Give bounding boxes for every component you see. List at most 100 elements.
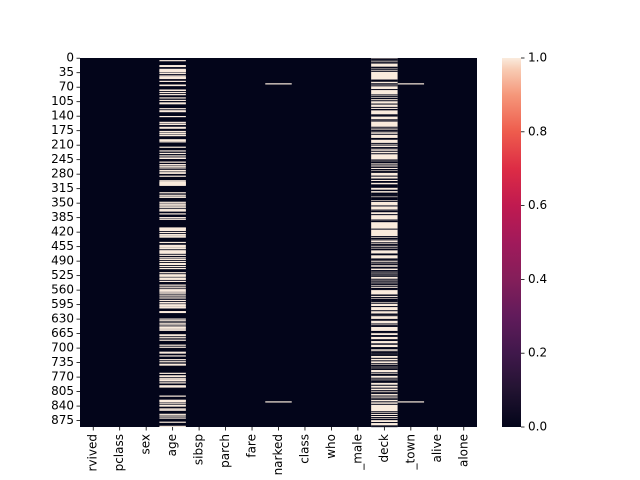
heatmap-cell-present-deck [371, 162, 398, 164]
heatmap-cell-missing-age [159, 132, 186, 135]
heatmap-cell-missing-age [159, 404, 186, 406]
y-tick-label: 770 [51, 370, 74, 384]
heatmap-cell-missing-age [159, 164, 186, 166]
heatmap-cell-missing-age [159, 380, 186, 382]
heatmap-cell-present-deck [371, 186, 398, 188]
heatmap-cell-missing-age [159, 408, 186, 410]
y-axis: 0357010514017521024528031535038542045549… [51, 51, 80, 427]
heatmap-cell-present-deck [371, 209, 398, 211]
heatmap-cell-missing-age [159, 355, 186, 357]
heatmap-cell-present-deck [371, 246, 398, 248]
x-tick-label: sibsp [192, 434, 206, 465]
heatmap-cell-present-deck [371, 69, 398, 71]
heatmap-cell-missing-age [159, 140, 186, 142]
heatmap-cell-present-deck [371, 323, 398, 325]
x-tick-label: rvived [86, 434, 100, 471]
heatmap-cell-present-deck [371, 175, 398, 177]
heatmap-cell-missing-age [159, 400, 186, 403]
heatmap-cell-missing-age [159, 80, 186, 82]
heatmap-cell-present-deck [371, 296, 398, 298]
heatmap-cell-missing-age [159, 284, 186, 286]
heatmap-cell-missing-age [159, 181, 186, 183]
x-tick-label: sex [139, 434, 153, 455]
heatmap-cell-present-deck [371, 298, 398, 300]
heatmap-cell-missing-age [159, 254, 186, 256]
heatmap-cell-present-deck [371, 301, 398, 303]
heatmap-cell-missing-age [159, 415, 186, 417]
heatmap-cell-missing-age [159, 295, 186, 297]
heatmap-cell-present-deck [371, 66, 398, 68]
heatmap-cell-missing-age [159, 229, 186, 231]
heatmap-cell-present-deck [371, 425, 398, 427]
heatmap-cell-missing-age [159, 289, 186, 292]
colorbar-tick-label: 0.0 [528, 420, 547, 434]
heatmap-cell-present-deck [371, 267, 398, 269]
x-tick-label: deck [377, 434, 391, 463]
heatmap-cell-missing-embark_town [397, 401, 425, 403]
heatmap-cell-present-deck [371, 313, 398, 315]
y-tick-label: 0 [66, 51, 74, 65]
heatmap-cell-missing-age [159, 139, 186, 141]
heatmap-cell-missing-age [159, 172, 186, 174]
heatmap-cell-present-deck [371, 365, 398, 367]
heatmap-cell-present-deck [371, 103, 398, 105]
heatmap-cell-missing-age [159, 102, 186, 104]
heatmap-cell-present-deck [371, 67, 398, 69]
x-tick-label: alive [430, 434, 444, 463]
heatmap-cell-missing-age [159, 359, 186, 361]
heatmap-cell-present-deck [371, 148, 398, 150]
heatmap-cell-present-deck [371, 83, 398, 85]
heatmap-cell-present-deck [371, 60, 398, 62]
y-tick-label: 490 [51, 254, 74, 268]
heatmap-cell-missing-age [159, 322, 186, 324]
heatmap-cell-present-deck [371, 181, 398, 182]
heatmap-cell-present-deck [371, 115, 398, 117]
heatmap-plot-area [80, 58, 477, 428]
heatmap-cell-missing-age [159, 123, 186, 126]
heatmap-cell-missing-age [159, 126, 186, 128]
heatmap-cell-missing-age [159, 127, 186, 129]
heatmap-cell-missing-age [159, 97, 186, 99]
heatmap-cell-missing-age [159, 258, 186, 261]
heatmap-cell-present-deck [371, 211, 398, 213]
heatmap-cell-present-deck [371, 319, 398, 321]
heatmap-cell-missing-age [159, 184, 186, 186]
heatmap-cell-missing-age [159, 192, 186, 194]
y-tick-label: 840 [51, 399, 74, 413]
heatmap-cell-present-deck [371, 339, 398, 341]
heatmap-cell-present-deck [371, 131, 398, 133]
heatmap-cell-present-deck [371, 381, 398, 383]
y-tick-label: 525 [51, 268, 74, 282]
heatmap-cell-present-deck [371, 228, 398, 230]
heatmap-cell-present-deck [371, 299, 398, 301]
x-tick-label: age [165, 434, 179, 456]
heatmap-cell-missing-age [159, 68, 186, 70]
heatmap-cell-present-deck [371, 374, 398, 376]
heatmap-cell-present-deck [371, 263, 398, 265]
heatmap-cell-present-deck [371, 390, 398, 392]
heatmap-cell-missing-age [159, 218, 186, 220]
heatmap-cell-present-deck [371, 294, 398, 296]
heatmap-cell-present-deck [371, 166, 398, 168]
heatmap-cell-present-deck [371, 306, 398, 308]
heatmap-cell-present-deck [371, 343, 398, 345]
x-tick-label: class [297, 434, 311, 464]
heatmap-cell-missing-age [159, 274, 186, 276]
heatmap-cell-missing-age [159, 60, 186, 62]
y-tick-label: 140 [51, 109, 74, 123]
heatmap-cell-missing-age [159, 171, 186, 173]
heatmap-cell-missing-embarked [265, 401, 292, 403]
heatmap-cell-present-deck [371, 205, 398, 207]
heatmap-cell-present-deck [371, 411, 398, 413]
y-tick-label: 385 [51, 210, 74, 224]
colorbar-tick-label: 0.2 [528, 346, 547, 360]
heatmap-cell-missing-age [159, 248, 186, 250]
x-tick-label: _town [403, 434, 417, 470]
heatmap-cell-present-deck [371, 426, 398, 428]
y-tick-label: 350 [51, 196, 74, 210]
heatmap-cell-missing-age [159, 182, 186, 184]
heatmap-cell-missing-age [159, 180, 186, 182]
heatmap-cell-missing-age [159, 272, 186, 274]
heatmap-cell-missing-age [159, 141, 186, 143]
heatmap-cell-present-deck [371, 331, 398, 333]
